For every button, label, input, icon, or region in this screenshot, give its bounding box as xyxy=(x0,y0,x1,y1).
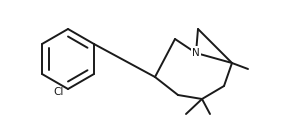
Text: Cl: Cl xyxy=(54,87,64,97)
Text: N: N xyxy=(192,48,200,58)
